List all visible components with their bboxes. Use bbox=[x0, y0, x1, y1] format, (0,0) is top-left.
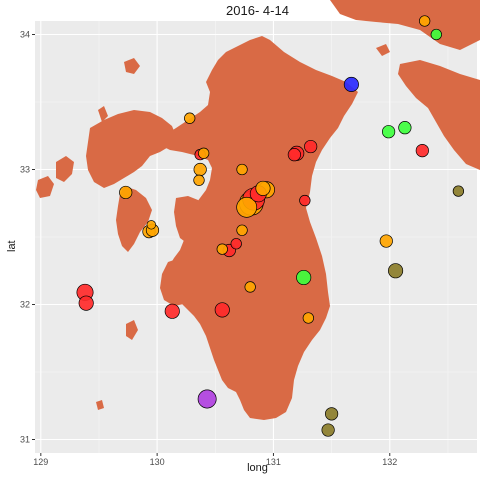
data-point-orange bbox=[193, 162, 207, 177]
data-point-red bbox=[299, 194, 311, 207]
kyushu-northwest bbox=[86, 110, 176, 188]
koshiki-islands bbox=[126, 320, 138, 340]
data-point-olive bbox=[325, 407, 339, 421]
data-point-green bbox=[430, 28, 442, 41]
data-point-orange bbox=[146, 220, 157, 230]
kyushu-mainland bbox=[160, 36, 358, 420]
kyushu-landmass bbox=[36, 0, 480, 420]
data-point-green bbox=[382, 125, 396, 139]
data-point-orange bbox=[198, 147, 210, 159]
islet-north bbox=[376, 44, 390, 56]
honshu-southwest bbox=[330, 0, 480, 50]
data-point-orange bbox=[236, 224, 248, 236]
y-tick-label: 31 bbox=[20, 435, 30, 445]
data-point-red bbox=[230, 238, 242, 250]
data-point-blue bbox=[343, 76, 359, 92]
data-point-orange bbox=[255, 180, 271, 196]
x-tick-label: 129 bbox=[33, 457, 48, 467]
shikoku-west bbox=[398, 60, 480, 170]
data-point-red bbox=[78, 295, 94, 311]
goto-islands-north bbox=[56, 156, 74, 182]
iki-island bbox=[124, 58, 140, 74]
data-point-orange bbox=[236, 163, 248, 176]
goto-islands-south bbox=[36, 176, 54, 198]
data-point-olive bbox=[388, 263, 404, 279]
data-point-orange bbox=[193, 174, 205, 186]
x-tick-label: 130 bbox=[150, 457, 165, 467]
osumi-small-island bbox=[96, 400, 104, 410]
x-axis-ticks: 129 130 131 132 bbox=[33, 453, 397, 467]
data-point-orange bbox=[419, 15, 431, 27]
nagasaki-peninsula bbox=[116, 186, 152, 252]
data-point-purple bbox=[197, 389, 217, 409]
data-point-orange bbox=[236, 196, 258, 218]
data-point-olive bbox=[452, 185, 465, 197]
x-tick-label: 132 bbox=[382, 457, 397, 467]
data-point-red bbox=[415, 144, 429, 158]
data-points bbox=[76, 15, 465, 437]
x-tick-label: 131 bbox=[266, 457, 281, 467]
y-axis-ticks: 31 32 33 34 bbox=[20, 30, 35, 445]
data-point-olive bbox=[321, 423, 335, 437]
data-point-orange bbox=[119, 185, 133, 200]
chart-title: 2016- 4-14 bbox=[226, 3, 289, 18]
y-axis-title: lat bbox=[6, 240, 18, 252]
shimabara-peninsula bbox=[174, 196, 208, 244]
y-tick-label: 34 bbox=[20, 30, 30, 40]
data-point-green bbox=[398, 121, 412, 135]
data-point-orange bbox=[244, 281, 256, 293]
amakusa-islands bbox=[160, 258, 196, 306]
data-point-red bbox=[287, 148, 301, 162]
y-tick-label: 32 bbox=[20, 300, 30, 310]
hirado-island bbox=[98, 106, 108, 122]
data-point-orange bbox=[379, 234, 393, 248]
data-point-orange bbox=[302, 312, 314, 324]
data-point-orange bbox=[184, 112, 196, 124]
x-axis-title: long bbox=[247, 462, 268, 474]
y-tick-label: 33 bbox=[20, 165, 30, 175]
data-point-red bbox=[164, 303, 180, 319]
data-point-orange bbox=[216, 243, 228, 255]
data-point-green bbox=[296, 269, 312, 286]
data-point-red bbox=[214, 302, 230, 318]
data-point-red bbox=[304, 139, 318, 154]
